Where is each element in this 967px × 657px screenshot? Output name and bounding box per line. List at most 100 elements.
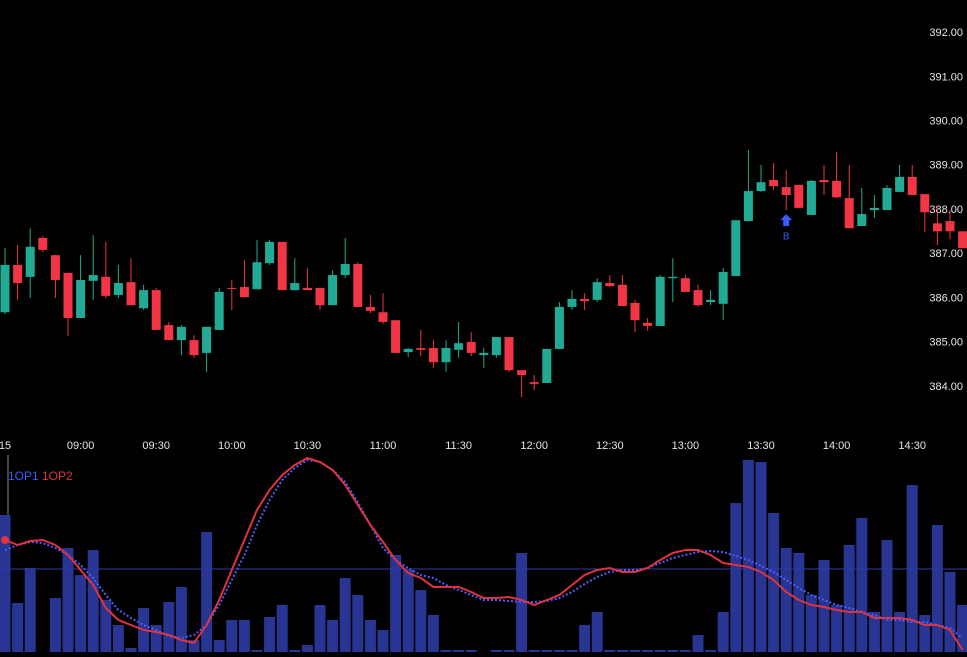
- candle-body: [113, 283, 123, 295]
- volume-bar: [629, 650, 641, 652]
- candle-body: [643, 322, 653, 326]
- candle-body: [353, 264, 363, 307]
- volume-bar: [100, 600, 112, 652]
- candle-body: [806, 180, 816, 215]
- volume-bar: [566, 650, 578, 652]
- candle-body: [13, 264, 23, 284]
- volume-bar: [125, 648, 137, 652]
- candle-body: [315, 287, 325, 306]
- volume-bar: [213, 640, 225, 652]
- candle-body: [567, 298, 577, 307]
- candle-body: [882, 187, 892, 211]
- x-tick-label: 14:00: [823, 440, 851, 452]
- candle-body: [680, 278, 690, 292]
- x-tick-label: 09:30: [142, 440, 170, 452]
- candle-body: [88, 275, 98, 281]
- volume-bar: [352, 595, 364, 652]
- volume-bar: [75, 575, 87, 652]
- candle-body: [731, 220, 741, 276]
- candle-body: [277, 241, 287, 291]
- volume-bar: [642, 650, 654, 652]
- volume-bar: [62, 548, 74, 652]
- candle-body: [907, 176, 917, 196]
- candle-body: [302, 287, 312, 291]
- candle-body: [328, 275, 338, 306]
- candle-body: [781, 187, 791, 196]
- volume-bar: [856, 518, 868, 652]
- volume-bar: [742, 460, 754, 652]
- candle-body: [769, 179, 779, 187]
- x-tick-label: 14:30: [898, 440, 926, 452]
- candle-body: [718, 271, 728, 304]
- candle-body: [151, 290, 161, 330]
- candle-body: [693, 290, 703, 306]
- volume-bar: [465, 650, 477, 652]
- candle-body: [441, 348, 451, 363]
- volume-bar: [616, 650, 628, 652]
- volume-bar: [591, 612, 603, 652]
- volume-bar: [654, 650, 666, 652]
- volume-bar: [755, 462, 767, 652]
- candle-body: [605, 283, 615, 287]
- volume-bar: [377, 630, 389, 652]
- y-tick-label: 388.00: [929, 204, 963, 216]
- volume-bar: [541, 650, 553, 652]
- x-tick-label: 10:00: [218, 440, 246, 452]
- volume-bar: [289, 650, 301, 652]
- volume-bar: [301, 645, 313, 652]
- volume-bar: [339, 578, 351, 652]
- candle-body: [365, 306, 375, 311]
- volume-bar: [780, 548, 792, 652]
- volume-bar: [314, 605, 326, 652]
- y-tick-label: 387.00: [929, 248, 963, 260]
- volume-bar: [226, 620, 238, 652]
- volume-bar: [516, 553, 528, 652]
- candle-body: [832, 180, 842, 198]
- y-tick-label: 391.00: [929, 71, 963, 83]
- candle-body: [920, 194, 930, 213]
- volume-bar: [843, 545, 855, 652]
- candle-body: [416, 348, 426, 350]
- legend-1op2: 1OP2: [42, 469, 73, 483]
- volume-bar: [604, 650, 616, 652]
- x-tick-label: 12:30: [596, 440, 624, 452]
- candle-body: [504, 336, 514, 371]
- volume-bar: [201, 532, 213, 652]
- volume-bar: [427, 615, 439, 652]
- candle-body: [76, 279, 86, 318]
- candle-body: [126, 282, 136, 306]
- candle-body: [189, 340, 199, 356]
- candle-body: [517, 370, 527, 376]
- y-tick-label: 390.00: [929, 116, 963, 128]
- volume-bar: [112, 625, 124, 652]
- candle-body: [391, 320, 401, 353]
- volume-bar: [453, 650, 465, 652]
- candle-body: [491, 336, 501, 356]
- x-tick-label: 11:30: [445, 440, 472, 452]
- candle-body: [202, 326, 212, 353]
- candle-body: [932, 223, 942, 232]
- volume-bar: [894, 612, 906, 652]
- candle-body: [25, 246, 35, 277]
- legend-1op1: 1OP1: [8, 469, 39, 483]
- candle-body: [706, 299, 716, 303]
- volume-bar: [175, 587, 187, 652]
- volume-bar: [364, 620, 376, 652]
- candle-body: [214, 291, 224, 330]
- volume-bar: [49, 598, 61, 652]
- volume-bar: [679, 650, 691, 652]
- candle-body: [529, 382, 539, 384]
- buy-arrow: [780, 214, 793, 227]
- x-tick-label: 12:00: [520, 440, 548, 452]
- volume-bar: [868, 612, 880, 652]
- candle-body: [0, 264, 10, 313]
- candle-body: [617, 284, 627, 307]
- candle-body: [378, 312, 388, 322]
- volume-bar: [276, 605, 288, 652]
- volume-bar: [944, 572, 956, 652]
- candle-body: [265, 241, 275, 264]
- volume-bar: [327, 620, 339, 652]
- candle-body: [958, 231, 967, 249]
- volume-bar: [881, 540, 893, 652]
